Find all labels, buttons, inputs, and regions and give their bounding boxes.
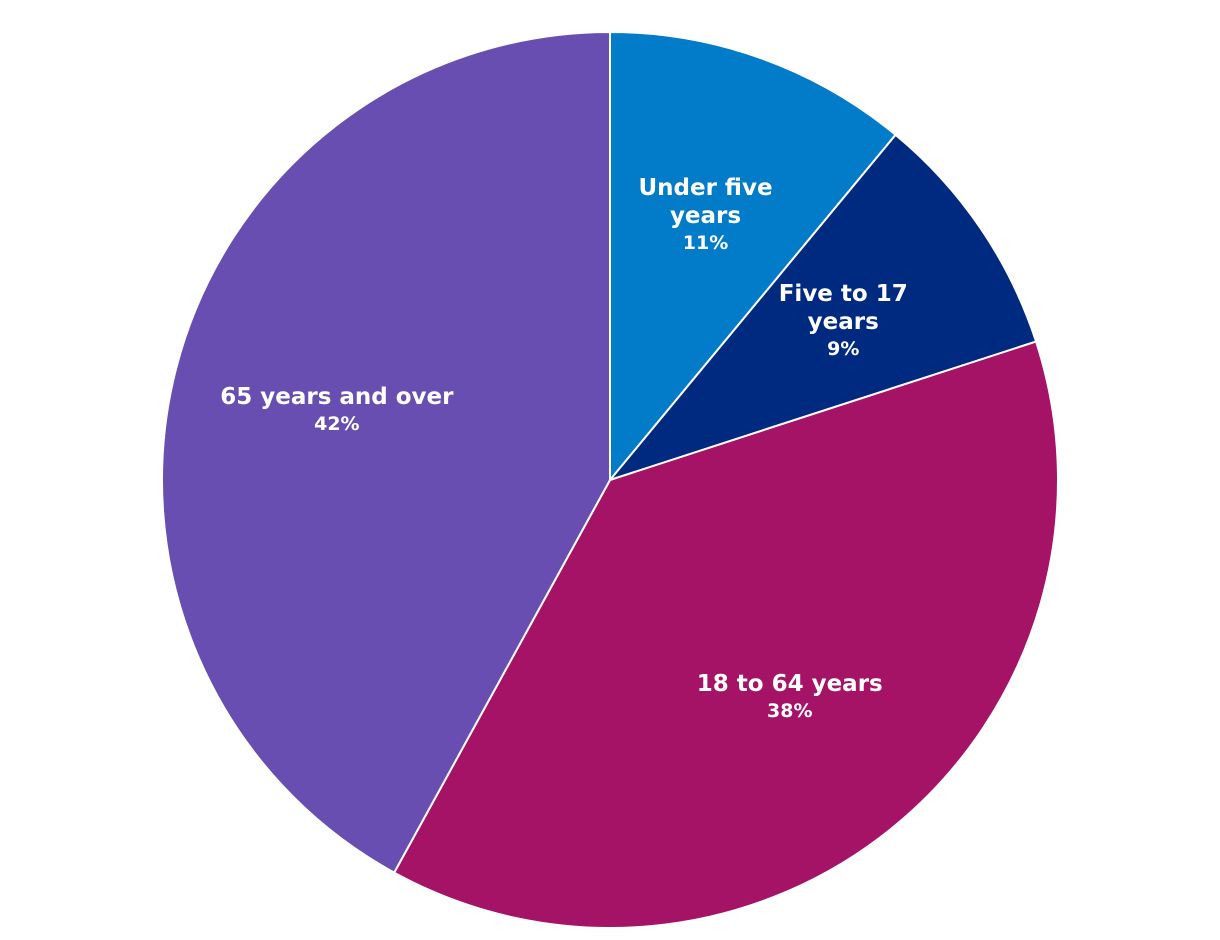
pie-slice xyxy=(609,30,897,483)
value-label: 11% xyxy=(682,231,729,254)
slice-label: Five to 17 years 9% xyxy=(768,280,918,362)
category-label: 65 years and over xyxy=(220,383,454,410)
slice-label: 65 years and over 42% xyxy=(207,383,467,437)
pie-slice xyxy=(161,30,611,874)
slice-label: 18 to 64 years 38% xyxy=(660,670,920,724)
category-label: Under five years xyxy=(638,174,773,229)
category-label: Five to 17 years xyxy=(778,281,908,336)
pie-slice xyxy=(607,133,1038,483)
value-label: 42% xyxy=(314,412,360,435)
pie-slice xyxy=(392,340,1059,929)
value-label: 38% xyxy=(767,700,813,723)
slice-label: Under five years 11% xyxy=(631,174,781,256)
value-label: 9% xyxy=(827,338,860,361)
category-label: 18 to 64 years xyxy=(696,671,883,698)
